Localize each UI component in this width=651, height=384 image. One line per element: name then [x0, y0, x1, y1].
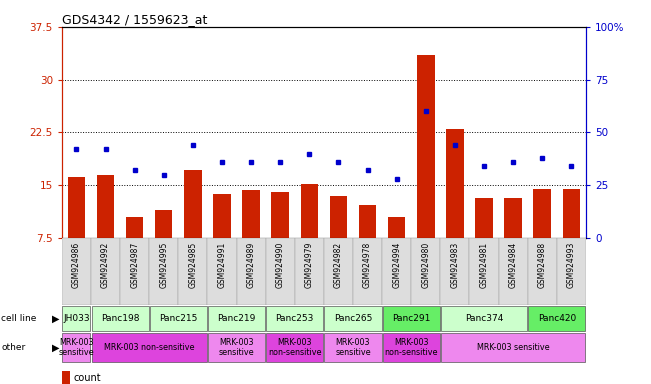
Text: GSM924978: GSM924978 [363, 242, 372, 288]
Text: GSM924986: GSM924986 [72, 242, 81, 288]
Bar [208, 238, 236, 305]
Bar [446, 129, 464, 238]
Bar [382, 238, 411, 305]
Bar [383, 333, 439, 362]
Bar [266, 333, 324, 362]
Text: GSM924994: GSM924994 [392, 242, 401, 288]
Bar [150, 306, 207, 331]
Bar [271, 192, 289, 238]
Text: GSM924985: GSM924985 [188, 242, 197, 288]
Text: MRK-003
non-sensitive: MRK-003 non-sensitive [385, 338, 438, 357]
Text: Panc198: Panc198 [101, 314, 139, 323]
Text: MRK-003 non-sensitive: MRK-003 non-sensitive [104, 343, 195, 352]
Text: GSM924979: GSM924979 [305, 242, 314, 288]
Text: Panc374: Panc374 [465, 314, 503, 323]
Bar [440, 238, 469, 305]
Text: cell line: cell line [1, 314, 36, 323]
Bar [469, 238, 499, 305]
Text: ▶: ▶ [52, 343, 60, 353]
Bar [155, 210, 173, 238]
Text: MRK-003
non-sensitive: MRK-003 non-sensitive [268, 338, 322, 357]
Bar [236, 238, 266, 305]
Text: GSM924980: GSM924980 [421, 242, 430, 288]
Bar [68, 177, 85, 238]
Bar [208, 333, 265, 362]
Bar [242, 190, 260, 238]
Bar [533, 189, 551, 238]
Bar [295, 238, 324, 305]
Bar [184, 170, 202, 238]
Bar [324, 238, 353, 305]
Bar [178, 238, 208, 305]
Text: GSM924987: GSM924987 [130, 242, 139, 288]
Text: Panc420: Panc420 [538, 314, 576, 323]
Text: other: other [1, 343, 25, 352]
Bar [324, 333, 381, 362]
Bar [92, 306, 148, 331]
Text: GSM924988: GSM924988 [538, 242, 547, 288]
Bar [562, 189, 580, 238]
Text: GSM924995: GSM924995 [159, 242, 168, 288]
Text: GSM924989: GSM924989 [247, 242, 256, 288]
Bar [92, 333, 207, 362]
Bar [329, 196, 347, 238]
Text: Panc215: Panc215 [159, 314, 197, 323]
Text: MRK-003
sensitive: MRK-003 sensitive [219, 338, 255, 357]
Text: count: count [74, 373, 101, 383]
Text: Panc253: Panc253 [275, 314, 314, 323]
Bar [557, 238, 586, 305]
Bar [149, 238, 178, 305]
Bar [126, 217, 143, 238]
Bar [417, 55, 434, 238]
Bar [441, 333, 585, 362]
Bar [383, 306, 439, 331]
Text: GSM924990: GSM924990 [276, 242, 284, 288]
Bar [499, 238, 528, 305]
Bar [91, 238, 120, 305]
Text: MRK-003
sensitive: MRK-003 sensitive [59, 338, 94, 357]
Text: Panc265: Panc265 [334, 314, 372, 323]
Bar [441, 306, 527, 331]
Bar [266, 306, 324, 331]
Text: Panc219: Panc219 [217, 314, 256, 323]
Bar [353, 238, 382, 305]
Text: GSM924983: GSM924983 [450, 242, 460, 288]
Bar [528, 306, 585, 331]
Bar [301, 184, 318, 238]
Text: GSM924991: GSM924991 [217, 242, 227, 288]
Bar [62, 306, 90, 331]
Bar [266, 238, 295, 305]
Text: JH033: JH033 [63, 314, 90, 323]
Text: GSM924982: GSM924982 [334, 242, 343, 288]
Bar [359, 205, 376, 238]
Text: MRK-003 sensitive: MRK-003 sensitive [477, 343, 549, 352]
Bar [475, 198, 493, 238]
Bar [324, 306, 381, 331]
Bar [62, 238, 91, 305]
Bar [388, 217, 406, 238]
Bar [505, 198, 522, 238]
Text: GSM924992: GSM924992 [101, 242, 110, 288]
Text: MRK-003
sensitive: MRK-003 sensitive [335, 338, 371, 357]
Text: ▶: ▶ [52, 314, 60, 324]
Bar [120, 238, 149, 305]
Bar [528, 238, 557, 305]
Bar [62, 333, 90, 362]
Bar [208, 306, 265, 331]
Bar [411, 238, 440, 305]
Text: GSM924993: GSM924993 [567, 242, 576, 288]
Bar [97, 175, 115, 238]
Text: GSM924984: GSM924984 [508, 242, 518, 288]
Text: Panc291: Panc291 [392, 314, 430, 323]
Bar [214, 194, 230, 238]
Text: GSM924981: GSM924981 [480, 242, 488, 288]
Text: GDS4342 / 1559623_at: GDS4342 / 1559623_at [62, 13, 207, 26]
